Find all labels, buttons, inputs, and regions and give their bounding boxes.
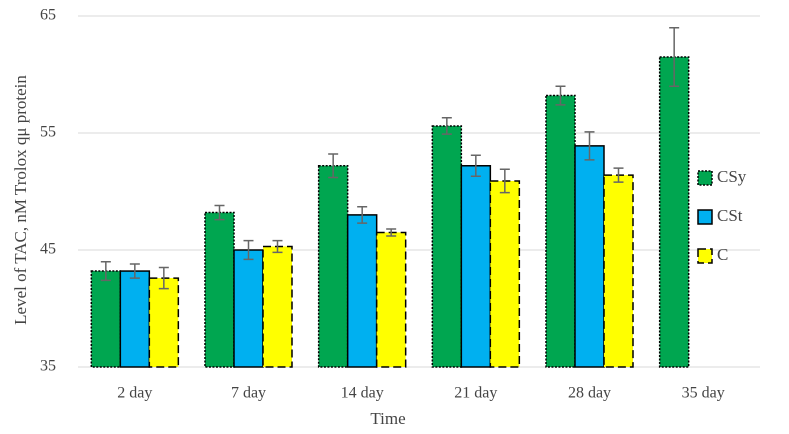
x-tick-label: 7 day [231,385,266,402]
error-bar [272,239,283,254]
bar [204,211,235,368]
error-bar [100,260,111,282]
bar [233,249,264,368]
error-bar [613,167,624,183]
legend-label: CSt [717,206,743,225]
legend-swatch [697,209,713,225]
bar [658,56,690,368]
legend-swatch [697,248,713,264]
y-tick-label: 35 [40,358,56,375]
bar [119,270,151,368]
error-bar [669,26,680,87]
error-bar [386,228,397,237]
error-bar [470,154,481,178]
error-bar [499,168,510,194]
bar [431,125,463,368]
error-bar [357,205,368,224]
bar [148,277,180,368]
bar [603,174,634,368]
x-axis-title: Time [370,409,405,428]
error-bar [441,117,452,135]
legend-label: C [717,245,728,264]
bar [489,180,521,368]
error-bar [584,131,595,161]
legend-label: CSy [717,167,747,186]
error-bar [555,85,566,106]
bar [460,165,492,368]
bar [262,245,293,368]
x-tick-label: 21 day [454,385,497,402]
error-bar [243,239,254,261]
y-tick-label: 45 [40,241,56,258]
bar [346,214,378,368]
error-bar [214,204,225,221]
y-tick-label: 65 [40,7,56,24]
x-tick-label: 28 day [568,385,611,402]
y-axis-title: Level of TAC, nM Trolox qμ protein [11,75,30,325]
error-bar [328,153,339,179]
y-tick-label: 55 [40,124,56,141]
bar [375,231,407,368]
bar [545,94,576,368]
x-tick-label: 35 day [682,385,725,402]
x-tick-label: 2 day [117,385,152,402]
bar [317,165,349,368]
error-bar [158,266,169,290]
bar [574,145,605,368]
bar [90,270,122,368]
x-tick-label: 14 day [341,385,384,402]
error-bar [129,263,140,279]
legend-swatch [697,170,713,186]
